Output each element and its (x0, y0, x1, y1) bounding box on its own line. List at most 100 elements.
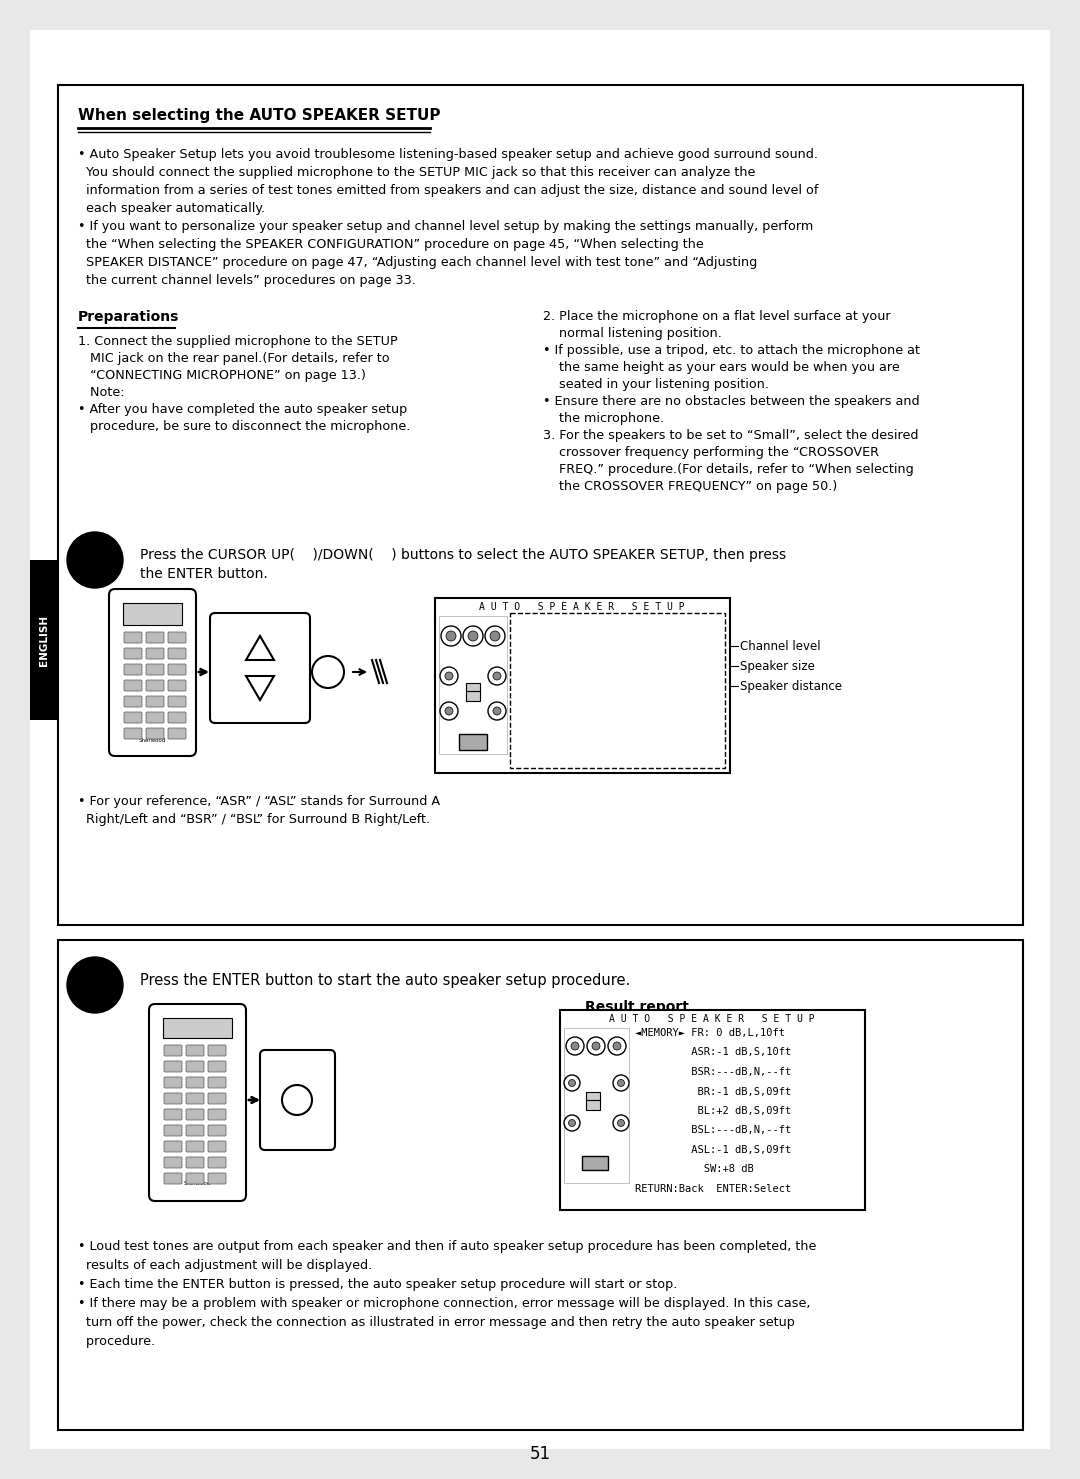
FancyBboxPatch shape (146, 648, 164, 660)
FancyBboxPatch shape (168, 711, 186, 723)
FancyBboxPatch shape (124, 664, 141, 674)
Text: procedure, be sure to disconnect the microphone.: procedure, be sure to disconnect the mic… (78, 420, 410, 433)
Circle shape (592, 1043, 600, 1050)
Text: the “When selecting the SPEAKER CONFIGURATION” procedure on page 45, “When selec: the “When selecting the SPEAKER CONFIGUR… (78, 238, 704, 251)
FancyBboxPatch shape (260, 1050, 335, 1151)
Text: Preparations: Preparations (78, 311, 179, 324)
FancyBboxPatch shape (186, 1060, 204, 1072)
Text: Right/Left and “BSR” / “BSL” for Surround B Right/Left.: Right/Left and “BSR” / “BSL” for Surroun… (78, 813, 430, 825)
Text: • Ensure there are no obstacles between the speakers and: • Ensure there are no obstacles between … (543, 395, 920, 408)
Circle shape (312, 657, 345, 688)
Text: turn off the power, check the connection as illustrated in error message and the: turn off the power, check the connection… (78, 1316, 795, 1330)
FancyBboxPatch shape (186, 1173, 204, 1185)
FancyBboxPatch shape (164, 1093, 183, 1103)
Circle shape (618, 1120, 624, 1127)
Text: ASL:-1 dB,S,09ft: ASL:-1 dB,S,09ft (635, 1145, 792, 1155)
Text: You should connect the supplied microphone to the SETUP MIC jack so that this re: You should connect the supplied micropho… (78, 166, 755, 179)
FancyBboxPatch shape (124, 697, 141, 707)
Circle shape (613, 1075, 629, 1092)
FancyBboxPatch shape (210, 612, 310, 723)
Text: the microphone.: the microphone. (543, 413, 664, 424)
Text: Speaker size: Speaker size (740, 660, 815, 673)
Text: Note:: Note: (78, 386, 124, 399)
FancyBboxPatch shape (124, 680, 141, 691)
Circle shape (613, 1043, 621, 1050)
FancyBboxPatch shape (208, 1140, 226, 1152)
Text: normal listening position.: normal listening position. (543, 327, 721, 340)
FancyBboxPatch shape (164, 1077, 183, 1089)
Text: SW:+8 dB: SW:+8 dB (635, 1164, 754, 1174)
FancyBboxPatch shape (208, 1157, 226, 1168)
Text: ▼BSL: 0 dB L 10ft: ▼BSL: 0 dB L 10ft (513, 719, 642, 729)
Text: RETURN:Back  ENTER:Selec t: RETURN:Back ENTER:Selec t (513, 734, 652, 742)
Circle shape (440, 667, 458, 685)
Circle shape (488, 667, 507, 685)
Text: results of each adjustment will be displayed.: results of each adjustment will be displ… (78, 1259, 373, 1272)
Bar (123, 603, 183, 626)
FancyBboxPatch shape (168, 728, 186, 740)
Text: “CONNECTING MICROPHONE” on page 13.): “CONNECTING MICROPHONE” on page 13.) (78, 368, 366, 382)
Text: 51: 51 (529, 1445, 551, 1463)
FancyBboxPatch shape (208, 1109, 226, 1120)
Circle shape (282, 1086, 312, 1115)
Text: 1. Connect the supplied microphone to the SETUP: 1. Connect the supplied microphone to th… (78, 336, 397, 348)
Circle shape (618, 1080, 624, 1087)
FancyBboxPatch shape (208, 1173, 226, 1185)
Text: ASR: 0 dB L 10ft: ASR: 0 dB L 10ft (513, 661, 647, 670)
Text: crossover frequency performing the “CROSSOVER: crossover frequency performing the “CROS… (543, 447, 879, 458)
FancyBboxPatch shape (208, 1126, 226, 1136)
Text: BL:+2 dB,S,09ft: BL:+2 dB,S,09ft (635, 1106, 792, 1117)
Text: 1: 1 (85, 546, 105, 574)
Text: Sherwood: Sherwood (138, 738, 165, 742)
Text: Result report: Result report (585, 1000, 689, 1015)
FancyBboxPatch shape (146, 632, 164, 643)
Circle shape (468, 632, 478, 640)
Text: Press the CURSOR UP(    )/DOWN(    ) buttons to select the AUTO SPEAKER SETUP, t: Press the CURSOR UP( )/DOWN( ) buttons t… (140, 549, 786, 562)
FancyBboxPatch shape (164, 1140, 183, 1152)
Bar (163, 1018, 232, 1038)
Text: A U T O   S P E A K E R   S E T U P: A U T O S P E A K E R S E T U P (609, 1015, 814, 1023)
Text: ◄MEMORY► FR: 0 dB,L,10ft: ◄MEMORY► FR: 0 dB,L,10ft (635, 1028, 785, 1038)
Circle shape (568, 1080, 576, 1087)
FancyBboxPatch shape (168, 664, 186, 674)
Text: BL: 0 dB L 10ft: BL: 0 dB L 10ft (513, 705, 647, 714)
Text: Sherwood: Sherwood (184, 1182, 211, 1186)
FancyBboxPatch shape (186, 1093, 204, 1103)
Bar (510, 612, 725, 768)
Text: FR: 0 dB L 10ft: FR: 0 dB L 10ft (513, 646, 647, 657)
Text: the ENTER button.: the ENTER button. (140, 566, 268, 581)
Circle shape (441, 626, 461, 646)
Text: information from a series of test tones emitted from speakers and can adjust the: information from a series of test tones … (78, 183, 819, 197)
Text: Speaker distance: Speaker distance (740, 680, 842, 694)
Text: ►START     FL: 0 dB L 10ft: ►START FL: 0 dB L 10ft (513, 618, 652, 627)
Text: ASR:-1 dB,S,10ft: ASR:-1 dB,S,10ft (635, 1047, 792, 1057)
Text: A U T O   S P E A K E R   S E T U P: A U T O S P E A K E R S E T U P (480, 602, 685, 612)
Text: • Each time the ENTER button is pressed, the auto speaker setup procedure will s: • Each time the ENTER button is pressed,… (78, 1278, 677, 1291)
Circle shape (492, 707, 501, 714)
Circle shape (492, 671, 501, 680)
Text: RETURN:Back  ENTER:Select: RETURN:Back ENTER:Select (635, 1185, 792, 1194)
FancyBboxPatch shape (146, 680, 164, 691)
Text: the CROSSOVER FREQUENCY” on page 50.): the CROSSOVER FREQUENCY” on page 50.) (543, 481, 837, 493)
Bar (564, 1028, 629, 1183)
Bar (58, 84, 1023, 924)
FancyBboxPatch shape (186, 1126, 204, 1136)
Text: 3. For the speakers to be set to “Small”, select the desired: 3. For the speakers to be set to “Small”… (543, 429, 918, 442)
FancyBboxPatch shape (164, 1126, 183, 1136)
Text: SPEAKER DISTANCE” procedure on page 47, “Adjusting each channel level with test : SPEAKER DISTANCE” procedure on page 47, … (78, 256, 757, 269)
Circle shape (485, 626, 505, 646)
Text: ENGLISH: ENGLISH (39, 614, 49, 666)
FancyBboxPatch shape (186, 1140, 204, 1152)
Circle shape (445, 671, 453, 680)
FancyBboxPatch shape (186, 1109, 204, 1120)
Polygon shape (246, 636, 274, 660)
Text: Press the ENTER button to start the auto speaker setup procedure.: Press the ENTER button to start the auto… (140, 973, 631, 988)
Circle shape (440, 703, 458, 720)
FancyBboxPatch shape (164, 1157, 183, 1168)
FancyBboxPatch shape (164, 1060, 183, 1072)
Polygon shape (246, 676, 274, 700)
FancyBboxPatch shape (146, 711, 164, 723)
FancyBboxPatch shape (124, 711, 141, 723)
Text: BR: 0 dB L 10ft: BR: 0 dB L 10ft (513, 691, 647, 700)
Text: BSL:---dB,N,--ft: BSL:---dB,N,--ft (635, 1126, 792, 1136)
